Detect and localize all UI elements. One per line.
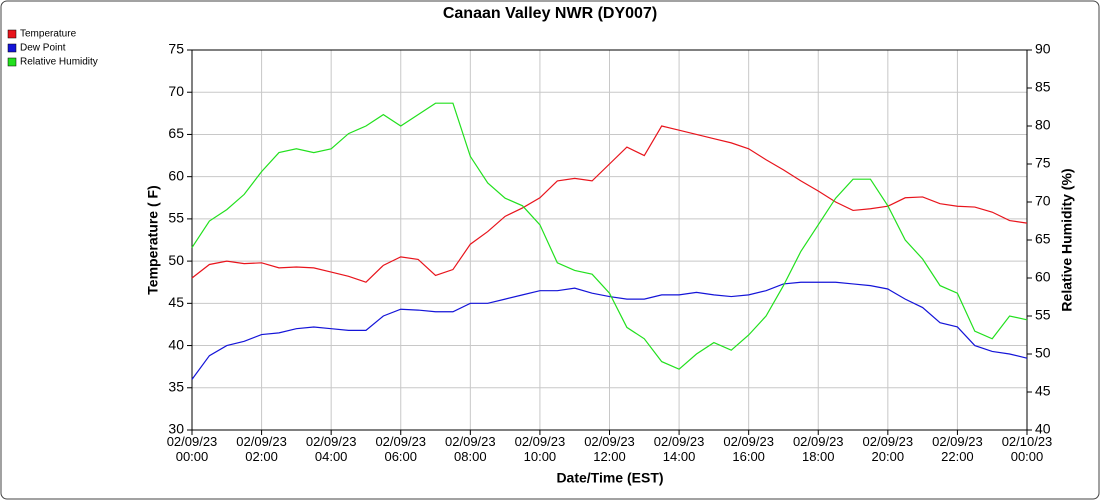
y-tick-label: 35	[168, 378, 184, 394]
y-tick-label: 60	[168, 167, 184, 183]
x-tick-label: 02/09/23 04:00	[305, 434, 357, 464]
y2-tick-label: 50	[1035, 345, 1051, 361]
x-tick-label: 02/09/23 06:00	[375, 434, 427, 464]
y2-tick-label: 85	[1035, 79, 1051, 95]
y-tick-label: 45	[168, 294, 184, 310]
y2-tick-label: 60	[1035, 269, 1051, 285]
series-line	[191, 102, 1028, 370]
y2-tick-label: 80	[1035, 117, 1051, 133]
x-tick-label: 02/09/23 22:00	[932, 434, 983, 464]
x-tick-label: 02/09/23 12:00	[584, 434, 635, 464]
x-tick-label: 02/09/23 16:00	[723, 434, 774, 464]
y-tick-label: 50	[168, 252, 184, 268]
x-tick-label: 02/09/23 10:00	[514, 434, 566, 464]
y2-tick-label: 45	[1035, 383, 1051, 399]
y2-tick-label: 70	[1035, 193, 1051, 209]
legend-swatch	[7, 43, 17, 53]
y-axis-label: Temperature ( F)	[145, 185, 161, 294]
y2-axis-label: Relative Humidity (%)	[1059, 168, 1075, 311]
y-tick-label: 70	[168, 83, 184, 99]
y-tick-label: 75	[168, 41, 184, 57]
legend-label: Relative Humidity	[20, 57, 98, 68]
x-tick-label: 02/09/23 14:00	[653, 434, 705, 464]
y-tick-label: 40	[168, 336, 184, 352]
x-tick-label: 02/09/23 18:00	[792, 434, 844, 464]
x-tick-label: 02/09/23 00:00	[166, 434, 218, 464]
y2-tick-label: 55	[1035, 307, 1051, 323]
legend-swatch	[7, 57, 17, 67]
x-axis-label: Date/Time (EST)	[556, 470, 663, 486]
series-line	[191, 281, 1028, 380]
y2-tick-label: 65	[1035, 231, 1051, 247]
y2-tick-label: 40	[1035, 421, 1051, 437]
chart-title: Canaan Valley NWR (DY007)	[443, 5, 657, 22]
plot-border	[191, 49, 1028, 431]
x-tick-label: 02/09/23 02:00	[236, 434, 287, 464]
x-tick-label: 02/09/23 08:00	[445, 434, 496, 464]
legend-swatch	[7, 29, 17, 39]
y-tick-label: 55	[168, 210, 184, 226]
x-tick-label: 02/09/23 20:00	[862, 434, 914, 464]
y2-tick-label: 90	[1035, 41, 1051, 57]
x-tick-label: 02/10/23 00:00	[1001, 434, 1053, 464]
legend-label: Temperature	[20, 29, 77, 40]
legend-label: Dew Point	[20, 43, 66, 54]
y-tick-label: 65	[168, 125, 184, 141]
y-tick-label: 30	[168, 421, 184, 437]
y2-tick-label: 75	[1035, 155, 1051, 171]
